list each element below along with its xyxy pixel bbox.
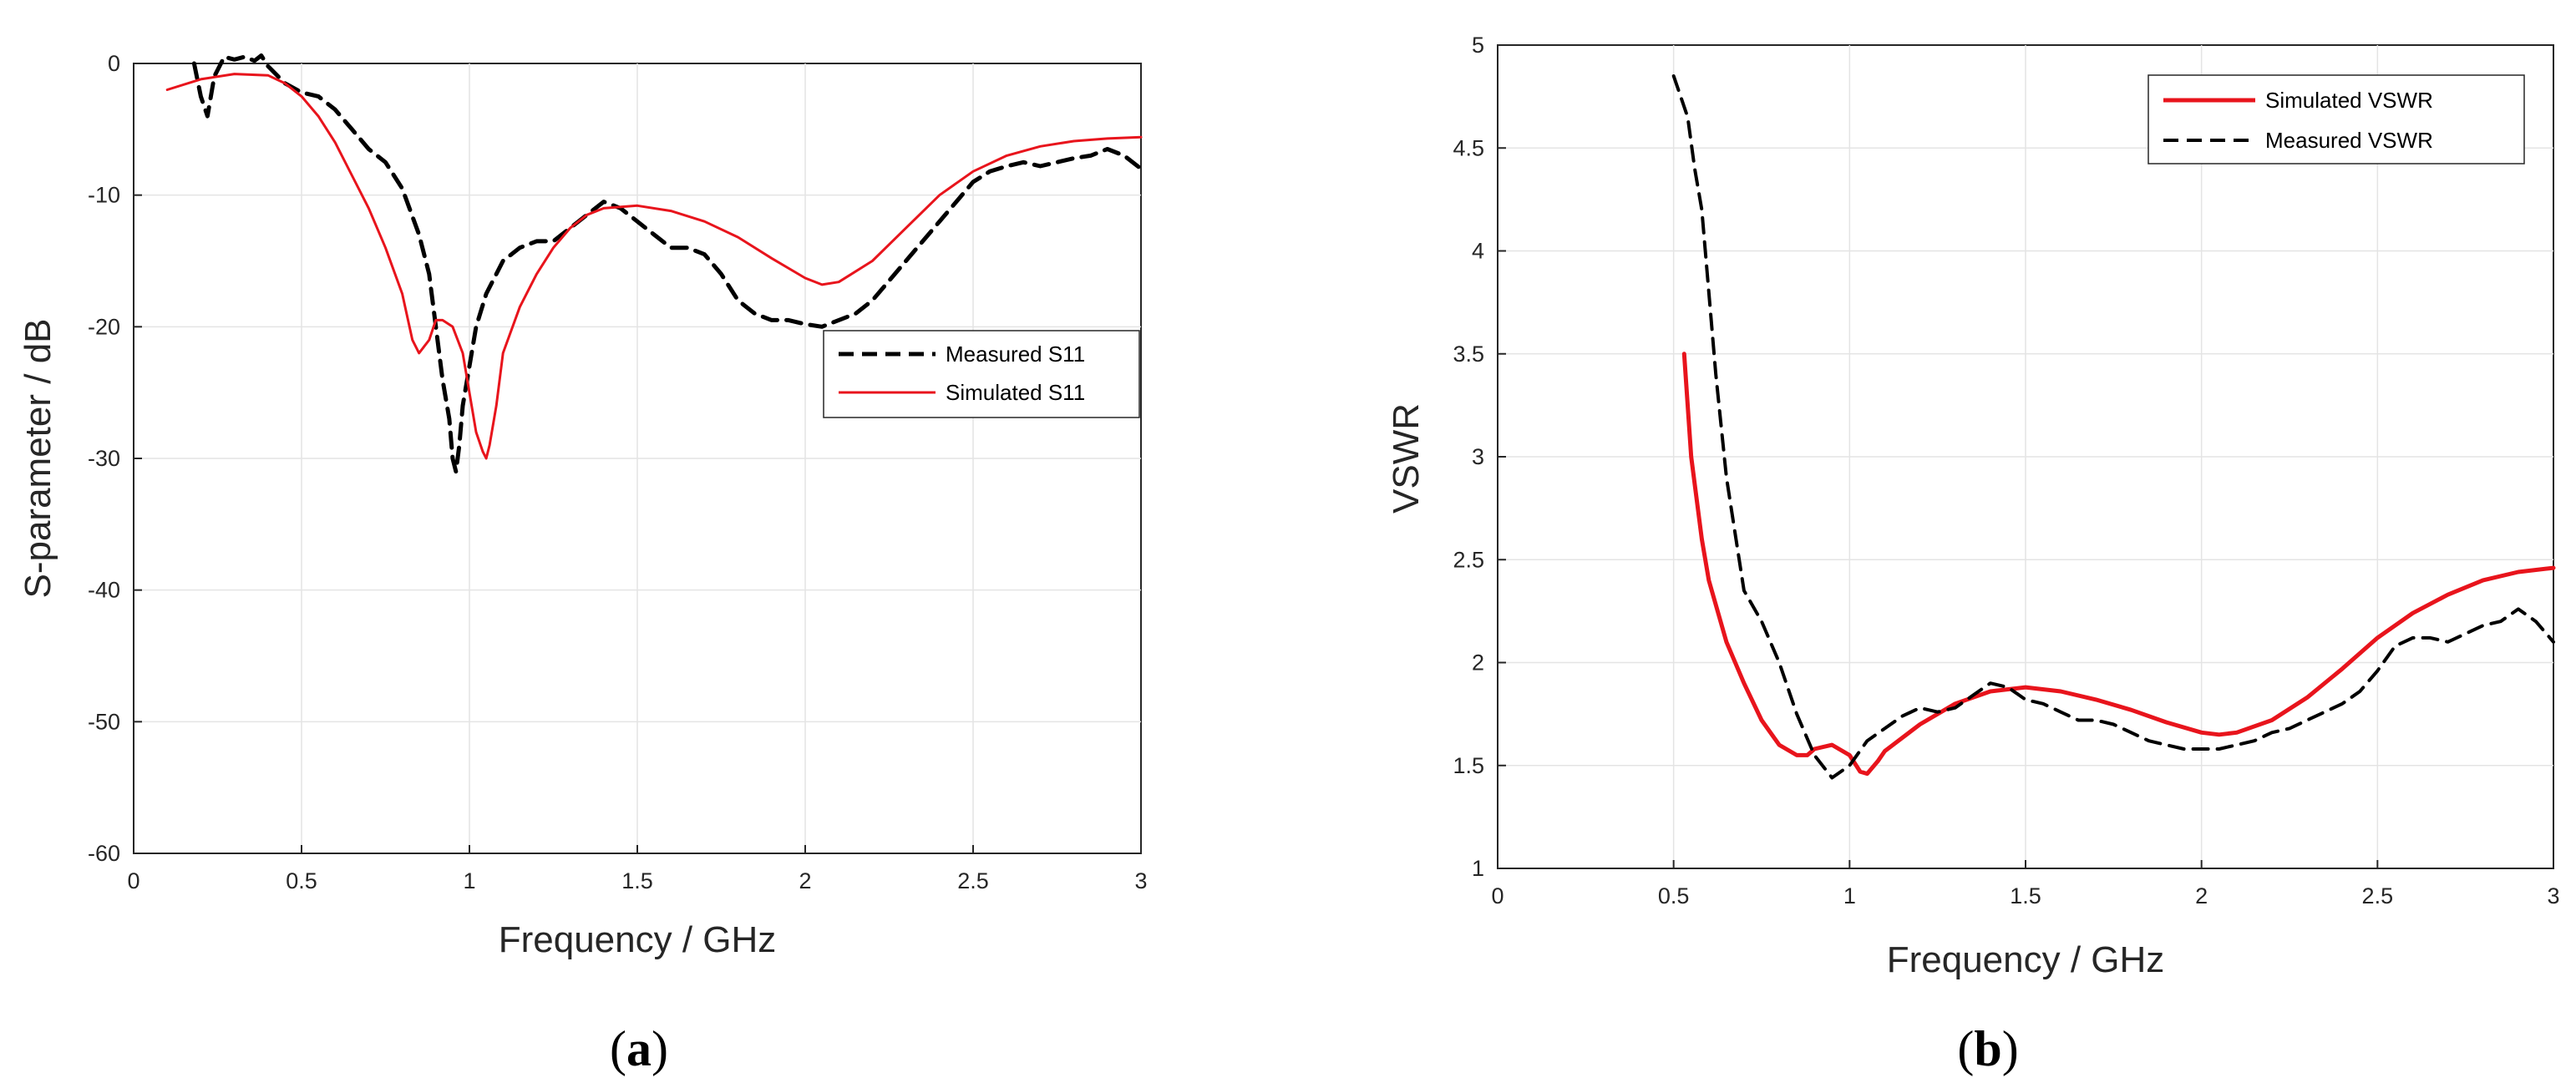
chart-a-x-tick-label: 3 — [1134, 868, 1147, 893]
chart-a: 0 0.5 1 1.5 2 2.5 3 -60 -50 -40 -30 -20 -10 0 Frequen… — [18, 51, 1148, 1076]
chart-a-legend-label-simulated: Simulated S11 — [946, 380, 1085, 405]
chart-a-legend-label-measured: Measured S11 — [946, 342, 1085, 367]
chart-b-x-tick-label: 2 — [2195, 883, 2208, 908]
chart-b-y-axis-label: VSWR — [1386, 403, 1427, 514]
chart-a-y-tick-label: -50 — [88, 709, 120, 734]
chart-a-x-tick-label: 2 — [799, 868, 811, 893]
chart-a-series — [165, 53, 1143, 474]
chart-a-y-tick-label: 0 — [108, 51, 120, 76]
chart-b-y-tick-label: 5 — [1472, 33, 1484, 58]
chart-a-y-tick-label: -30 — [88, 446, 120, 471]
chart-a-ticks: 0 0.5 1 1.5 2 2.5 3 -60 -50 -40 -30 -20 -10 0 — [88, 51, 1148, 893]
chart-b-panel-letter: b — [1974, 1021, 2001, 1076]
chart-a-x-tick-label: 2.5 — [957, 868, 989, 893]
chart-a-x-tick-label: 1.5 — [621, 868, 653, 893]
chart-b-y-tick-label: 3 — [1472, 444, 1484, 469]
chart-b-legend: Simulated VSWR Measured VSWR — [2148, 74, 2525, 164]
chart-b-legend-box — [2148, 74, 2525, 164]
chart-b-x-tick-label: 3 — [2547, 883, 2559, 908]
chart-a-series-measured — [191, 53, 1143, 474]
chart-b-y-tick-label: 4.5 — [1453, 135, 1484, 160]
chart-a-panel-label: (a) — [610, 1021, 668, 1076]
chart-a-y-tick-label: -40 — [88, 578, 120, 603]
chart-b-series-measured — [1671, 74, 2555, 780]
chart-b-ticks: 0 0.5 1 1.5 2 2.5 3 1 1.5 2 2.5 3 3.5 4 4.5 5 — [1453, 33, 2559, 908]
chart-b-x-tick-label: 2.5 — [2362, 883, 2394, 908]
chart-b-series-simulated — [1681, 352, 2556, 777]
chart-b-x-tick-label: 1.5 — [2010, 883, 2041, 908]
chart-b-y-tick-label: 1 — [1472, 856, 1484, 881]
chart-b-legend-label-simulated: Simulated VSWR — [2265, 88, 2433, 113]
chart-b-series — [1671, 74, 2556, 780]
chart-b-x-tick-label: 1 — [1843, 883, 1856, 908]
chart-a-x-tick-label: 1 — [463, 868, 475, 893]
chart-a-x-tick-label: 0.5 — [286, 868, 317, 893]
chart-a-panel-letter: a — [626, 1021, 652, 1076]
chart-b-x-tick-label: 0 — [1491, 883, 1504, 908]
chart-b: 0 0.5 1 1.5 2 2.5 3 1 1.5 2 2.5 3 3.5 4 4.5 5 Frequency… — [1386, 33, 2560, 1076]
chart-a-y-tick-label: -60 — [88, 841, 120, 866]
chart-b-y-tick-label: 2.5 — [1453, 547, 1484, 572]
chart-b-legend-label-measured: Measured VSWR — [2265, 128, 2433, 153]
chart-a-x-tick-label: 0 — [127, 868, 139, 893]
chart-b-x-tick-label: 0.5 — [1658, 883, 1690, 908]
chart-a-grid — [134, 63, 1141, 853]
chart-b-y-tick-label: 2 — [1472, 650, 1484, 676]
chart-b-y-tick-label: 3.5 — [1453, 342, 1484, 367]
chart-b-panel-label: (b) — [1957, 1021, 2018, 1076]
chart-b-y-tick-label: 1.5 — [1453, 753, 1484, 778]
chart-b-y-tick-label: 4 — [1472, 239, 1484, 264]
chart-a-series-simulated — [165, 73, 1143, 460]
chart-b-x-axis-label: Frequency / GHz — [1887, 939, 2165, 980]
chart-a-y-tick-label: -10 — [88, 183, 120, 208]
chart-a-legend: Measured S11 Simulated S11 — [823, 330, 1140, 418]
chart-a-y-axis-label: S-parameter / dB — [18, 318, 58, 598]
chart-a-y-tick-label: -20 — [88, 314, 120, 339]
chart-a-x-axis-label: Frequency / GHz — [499, 919, 777, 960]
chart-a-legend-box — [823, 330, 1140, 418]
